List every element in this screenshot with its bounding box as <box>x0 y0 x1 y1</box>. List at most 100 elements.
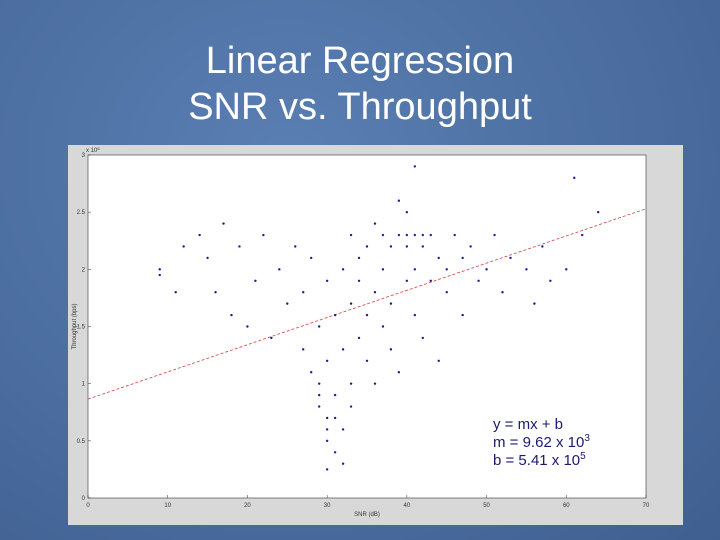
data-point <box>437 256 440 260</box>
x-tick-label: 70 <box>643 503 650 509</box>
data-point <box>357 279 361 282</box>
y-multiplier: x 106 <box>86 146 100 154</box>
data-point <box>413 165 417 168</box>
regression-line <box>87 208 647 400</box>
annotation-exponent: 5 <box>580 451 586 462</box>
data-point <box>325 428 329 431</box>
data-point <box>317 325 321 328</box>
data-point <box>421 245 424 248</box>
x-tick-label: 60 <box>563 503 570 509</box>
data-point <box>525 268 528 271</box>
annotation-text: y = mx + b <box>493 416 563 433</box>
x-tick-label: 0 <box>86 503 90 509</box>
data-point <box>421 336 424 340</box>
data-point <box>429 279 432 282</box>
data-point <box>182 245 185 248</box>
data-point <box>501 291 504 294</box>
data-point <box>365 245 369 248</box>
y-tick-label: 3 <box>82 153 86 159</box>
data-point <box>325 468 329 471</box>
data-point <box>286 302 289 305</box>
data-point <box>325 279 329 282</box>
data-point <box>325 439 329 443</box>
x-axis-label: SNR (dB) <box>354 512 380 518</box>
data-point <box>349 233 353 237</box>
data-point <box>310 256 313 260</box>
data-point <box>365 313 369 317</box>
data-point <box>445 268 448 271</box>
data-point <box>405 233 409 237</box>
data-point <box>238 245 241 248</box>
data-point <box>469 245 472 248</box>
data-point <box>389 245 393 248</box>
data-point <box>573 176 576 180</box>
data-point <box>230 313 233 317</box>
data-point <box>341 348 345 351</box>
data-point <box>381 268 385 271</box>
data-point <box>373 222 377 225</box>
data-point <box>461 313 464 317</box>
data-point <box>270 336 273 340</box>
data-point <box>421 233 424 237</box>
data-point <box>445 291 448 294</box>
y-axis-label: Throughput (bps) <box>72 303 78 349</box>
y-multiplier-exp: 6 <box>97 146 100 151</box>
x-tick-label: 30 <box>324 503 331 509</box>
data-point <box>333 451 337 454</box>
data-point <box>206 256 209 260</box>
data-point <box>405 245 409 248</box>
data-point <box>198 233 201 237</box>
data-point <box>533 302 536 305</box>
data-point <box>437 359 440 362</box>
data-point <box>222 222 225 225</box>
x-tick-label: 10 <box>164 503 171 509</box>
data-point <box>302 348 305 351</box>
data-point <box>333 416 337 420</box>
data-point <box>541 245 544 248</box>
data-point <box>397 371 401 374</box>
data-point <box>317 382 321 385</box>
regression-annotation: b = 5.41 x 105 <box>493 451 586 469</box>
data-point <box>325 359 329 362</box>
data-point <box>278 268 281 271</box>
annotation-exponent: 3 <box>584 433 590 444</box>
y-tick-label: 1.5 <box>77 325 86 331</box>
y-tick-label: 2 <box>82 267 86 273</box>
x-tick-label: 50 <box>483 503 490 509</box>
data-point <box>381 233 385 237</box>
data-point <box>413 268 417 271</box>
data-point <box>254 279 257 282</box>
data-point <box>373 291 377 294</box>
data-point <box>174 291 177 294</box>
data-point <box>405 210 409 214</box>
data-point <box>389 302 393 305</box>
data-point <box>317 393 321 397</box>
annotation-text: b = 5.41 x 10 <box>493 452 580 469</box>
data-point <box>357 336 361 340</box>
data-point <box>493 233 496 237</box>
data-point <box>453 233 456 237</box>
data-point <box>357 256 361 260</box>
data-point <box>509 256 512 260</box>
data-point <box>365 359 369 362</box>
y-multiplier-base: x 10 <box>86 148 98 154</box>
data-point <box>461 256 464 260</box>
data-point <box>349 382 353 385</box>
data-point <box>158 268 161 271</box>
data-point <box>302 291 305 294</box>
data-point <box>333 313 337 317</box>
slide-title: Linear Regression SNR vs. Throughput <box>0 38 720 130</box>
data-point <box>158 273 161 277</box>
title-line: SNR vs. Throughput <box>188 86 532 128</box>
title-line: Linear Regression <box>205 40 515 82</box>
data-point <box>246 325 249 328</box>
data-point <box>429 233 432 237</box>
x-tick-label: 20 <box>244 503 251 509</box>
data-point <box>405 279 409 282</box>
y-tick-label: 0.5 <box>77 439 86 445</box>
data-point <box>349 302 353 305</box>
data-point <box>549 279 552 282</box>
data-point <box>477 279 480 282</box>
